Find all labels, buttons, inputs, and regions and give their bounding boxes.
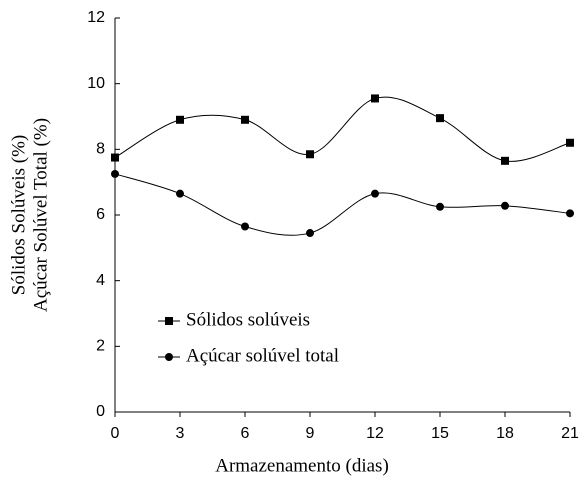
y-tick-label: 12 bbox=[87, 9, 105, 26]
marker bbox=[176, 189, 184, 198]
series-line bbox=[114, 96, 571, 162]
marker bbox=[436, 202, 444, 211]
y-tick-label: 6 bbox=[96, 206, 105, 223]
legend-marker bbox=[165, 317, 173, 325]
x-tick-label: 9 bbox=[306, 425, 315, 442]
x-axis-label: Armazenamento (dias) bbox=[215, 455, 389, 476]
y-tick-label: 0 bbox=[96, 403, 105, 420]
marker bbox=[306, 229, 314, 238]
x-tick-label: 6 bbox=[241, 425, 250, 442]
y-tick-label: 10 bbox=[87, 75, 105, 92]
marker bbox=[111, 169, 119, 178]
marker bbox=[241, 115, 249, 124]
marker bbox=[566, 209, 574, 218]
legend-marker bbox=[165, 353, 173, 361]
y-tick-label: 4 bbox=[96, 272, 105, 289]
y-axis-label: Açúcar Solúvel Total (%) bbox=[30, 118, 51, 312]
x-tick-label: 0 bbox=[111, 425, 120, 442]
legend-label: Açúcar solúvel total bbox=[186, 345, 339, 366]
series-line bbox=[114, 173, 571, 236]
x-tick-label: 3 bbox=[176, 425, 185, 442]
marker bbox=[306, 150, 314, 159]
marker bbox=[501, 201, 509, 210]
x-tick-label: 12 bbox=[366, 425, 384, 442]
marker bbox=[111, 153, 119, 162]
x-tick-label: 15 bbox=[431, 425, 449, 442]
marker bbox=[436, 114, 444, 123]
marker bbox=[371, 94, 379, 103]
y-tick-label: 8 bbox=[96, 141, 105, 158]
x-tick-label: 18 bbox=[496, 425, 514, 442]
marker bbox=[241, 222, 249, 231]
legend-label: Sólidos solúveis bbox=[186, 309, 310, 330]
y-tick-label: 2 bbox=[96, 338, 105, 355]
marker bbox=[176, 115, 184, 124]
y-axis-label: Sólidos Solúveis (%) bbox=[8, 135, 29, 295]
marker bbox=[501, 156, 509, 165]
x-tick-label: 21 bbox=[561, 425, 579, 442]
marker bbox=[566, 138, 574, 147]
marker bbox=[371, 189, 379, 198]
